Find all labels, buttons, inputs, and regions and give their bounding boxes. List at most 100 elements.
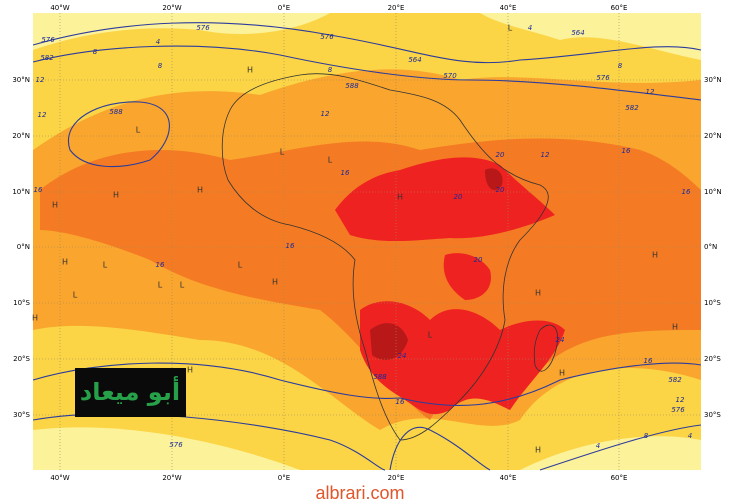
contour-label: 20	[454, 193, 463, 201]
labels: 40°W 40°W 20°W 20°W 0°E 0°E 20°E 20°E 40°E 40°E 60…	[12, 4, 721, 482]
pressure-marker: H	[197, 186, 203, 195]
coastline	[221, 73, 549, 441]
contour-label: 12	[541, 151, 550, 159]
pressure-marker: L	[508, 24, 513, 33]
contour-label: 570	[443, 72, 457, 80]
contour-label: 12	[38, 111, 47, 119]
pressure-marker: H	[52, 201, 58, 210]
watermark-box	[75, 368, 186, 417]
contour-label: 582	[668, 376, 682, 384]
contour-label: 12	[36, 76, 45, 84]
contour-label: 20	[496, 151, 505, 159]
longitude-label: 20°E	[388, 474, 405, 482]
contour-label: 16	[341, 169, 350, 177]
pressure-marker: H	[32, 314, 38, 323]
longitude-label: 20°E	[388, 4, 405, 12]
field-pale	[33, 427, 300, 470]
latitude-label: 20°S	[13, 355, 30, 363]
latitude-label: 30°S	[704, 411, 721, 419]
pressure-marker: L	[136, 126, 141, 135]
contour-label: 564	[571, 29, 584, 37]
longitude-label: 20°W	[162, 474, 181, 482]
map-fields	[33, 13, 701, 470]
longitude-label: 60°E	[611, 474, 628, 482]
pressure-marker: H	[672, 323, 678, 332]
watermark: أبو ميعاد	[80, 376, 180, 406]
longitude-label: 20°W	[162, 4, 181, 12]
contour-label: 576	[596, 74, 610, 82]
pressure-marker: H	[397, 193, 403, 202]
contour-label: 588	[109, 108, 123, 116]
contour-label: 16	[34, 186, 43, 194]
pressure-marker: L	[238, 261, 243, 270]
longitude-label: 40°W	[50, 474, 69, 482]
site-footer: albrari.com	[315, 483, 404, 503]
pressure-marker: L	[73, 291, 78, 300]
field-red	[360, 301, 565, 415]
field-pale	[33, 13, 330, 50]
contour-label: 16	[644, 357, 653, 365]
contour-label: 8	[644, 432, 649, 440]
field-dark-red	[370, 323, 408, 360]
pressure-marker: L	[180, 281, 185, 290]
coastline	[533, 324, 558, 372]
longitude-label: 60°E	[611, 4, 628, 12]
contour-label: 4	[528, 24, 532, 32]
longitude-label: 40°E	[500, 474, 517, 482]
contour-line	[32, 45, 702, 101]
contour-label: 12	[676, 396, 685, 404]
pressure-marker: H	[535, 289, 541, 298]
pressure-marker: H	[113, 191, 119, 200]
contour-label: 8	[158, 62, 163, 70]
latitude-label: 30°N	[12, 76, 30, 84]
field-red	[443, 253, 491, 300]
pressure-marker: L	[158, 281, 163, 290]
pressure-marker: H	[272, 278, 278, 287]
contour-label: 576	[41, 36, 55, 44]
pressure-marker: L	[328, 156, 333, 165]
contour-label: 8	[93, 48, 98, 56]
pressure-marker: H	[247, 66, 253, 75]
contour-label: 4	[156, 38, 160, 46]
contour-label: 8	[328, 66, 333, 74]
pressure-marker: H	[652, 251, 658, 260]
contour-line	[32, 362, 702, 407]
contour-label: 576	[169, 441, 183, 449]
longitude-label: 40°W	[50, 4, 69, 12]
pressure-marker: H	[535, 446, 541, 455]
contour-label: 24	[556, 336, 565, 344]
latitude-label: 10°N	[704, 188, 722, 196]
contour-label: 20	[496, 186, 505, 194]
latitude-label: 20°N	[704, 132, 722, 140]
contour-line	[67, 101, 170, 168]
pressure-marker: H	[187, 366, 193, 375]
contour-label: 576	[320, 33, 334, 41]
contour-label: 588	[345, 82, 359, 90]
graticule	[33, 13, 701, 470]
contour-line	[389, 427, 491, 471]
longitude-label: 0°E	[278, 4, 290, 12]
pressure-marker: H	[62, 258, 68, 267]
latitude-label: 20°N	[12, 132, 30, 140]
latitude-label: 10°N	[12, 188, 30, 196]
contour-label: 582	[625, 104, 639, 112]
contour-label: 16	[286, 242, 295, 250]
contour-label: 8	[618, 62, 623, 70]
pressure-marker: H	[559, 369, 565, 378]
latitude-label: 0°N	[704, 243, 717, 251]
latitude-label: 20°S	[704, 355, 721, 363]
contour-label: 564	[408, 56, 421, 64]
contour-label: 576	[196, 24, 210, 32]
contour-label: 4	[688, 432, 692, 440]
contour-label: 4	[596, 442, 600, 450]
contour-label: 16	[156, 261, 165, 269]
contour-label: 576	[671, 406, 685, 414]
longitude-label: 40°E	[500, 4, 517, 12]
contour-label: 24	[398, 352, 407, 360]
contour-line	[32, 22, 702, 64]
contour-label: 12	[646, 88, 655, 96]
contour-label: 588	[373, 373, 387, 381]
contour-label: 16	[682, 188, 691, 196]
field-dark-red	[485, 168, 503, 190]
